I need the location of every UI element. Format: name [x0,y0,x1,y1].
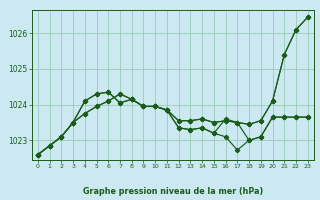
Text: Graphe pression niveau de la mer (hPa): Graphe pression niveau de la mer (hPa) [83,187,263,196]
